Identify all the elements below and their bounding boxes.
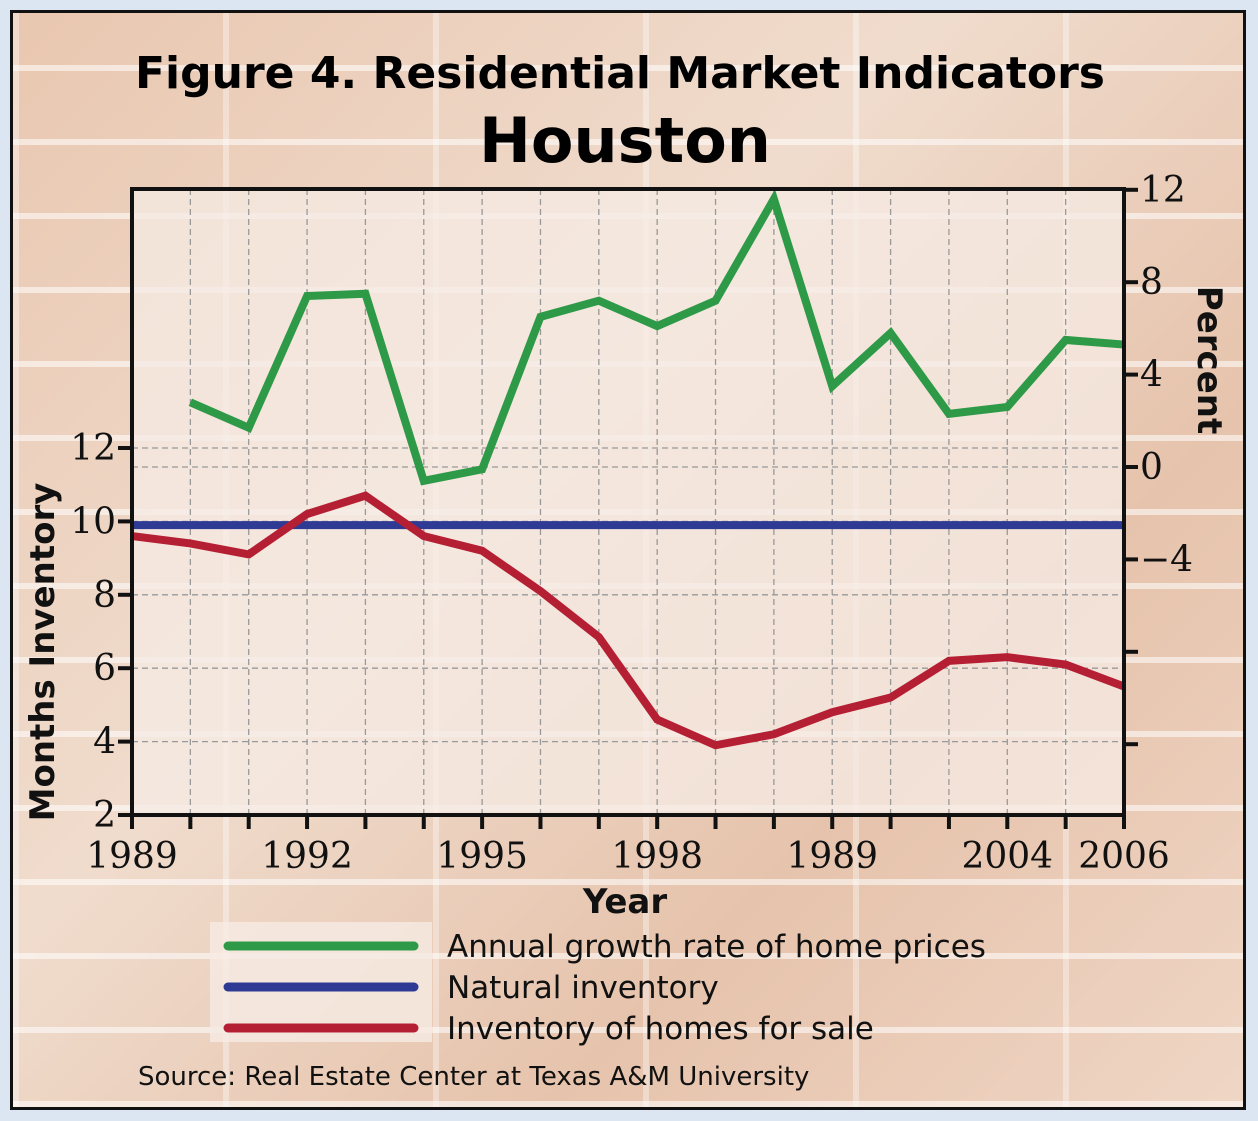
x-tick-label: 1998 <box>611 836 703 877</box>
x-tick-label: 2004 <box>961 836 1053 877</box>
left-tick-label: 12 <box>70 428 116 469</box>
chart-subtitle: Houston <box>479 104 771 177</box>
left-axis-label: Months Inventory <box>23 483 63 822</box>
left-tick-label: 10 <box>70 501 116 542</box>
x-tick-label: 1989 <box>786 836 878 877</box>
left-tick-label: 8 <box>93 575 116 616</box>
right-tick-label: 8 <box>1140 262 1163 303</box>
legend: Annual growth rate of home prices Natural… <box>223 929 986 1047</box>
x-tick-label: 2006 <box>1078 836 1170 877</box>
legend-label: Annual growth rate of home prices <box>447 929 986 965</box>
right-tick-label: −4 <box>1140 539 1193 580</box>
chart-title: Figure 4. Residential Market Indicators <box>135 48 1105 99</box>
right-axis-label: Percent <box>1189 286 1229 434</box>
right-tick-label: 12 <box>1140 170 1186 211</box>
right-tick-label: 4 <box>1140 355 1163 396</box>
x-tick-label: 1989 <box>86 836 178 877</box>
series-lines <box>131 189 1126 750</box>
x-tick-label: 1992 <box>261 836 353 877</box>
grid <box>132 189 1124 815</box>
legend-label: Inventory of homes for sale <box>447 1011 874 1047</box>
series-line-annual-growth-rate-of-home-prices <box>188 189 1125 486</box>
series-line-inventory-of-homes-for-sale <box>131 491 1126 750</box>
x-axis-label: Year <box>582 882 668 922</box>
left-tick-label: 6 <box>93 648 116 689</box>
left-tick-label: 2 <box>93 795 116 836</box>
plot-area <box>132 189 1124 815</box>
left-tick-label: 4 <box>93 722 116 763</box>
source-note: Source: Real Estate Center at Texas A&M … <box>138 1062 809 1092</box>
right-tick-label: 0 <box>1140 447 1163 488</box>
legend-label: Natural inventory <box>447 970 719 1006</box>
axis-ticks: 2 4 6 8 10 12 12 8 4 0 −4 1989 1992 1995 1998 1989 2004 2… <box>70 170 1193 877</box>
x-tick-label: 1995 <box>436 836 528 877</box>
plot-border <box>130 187 1126 817</box>
